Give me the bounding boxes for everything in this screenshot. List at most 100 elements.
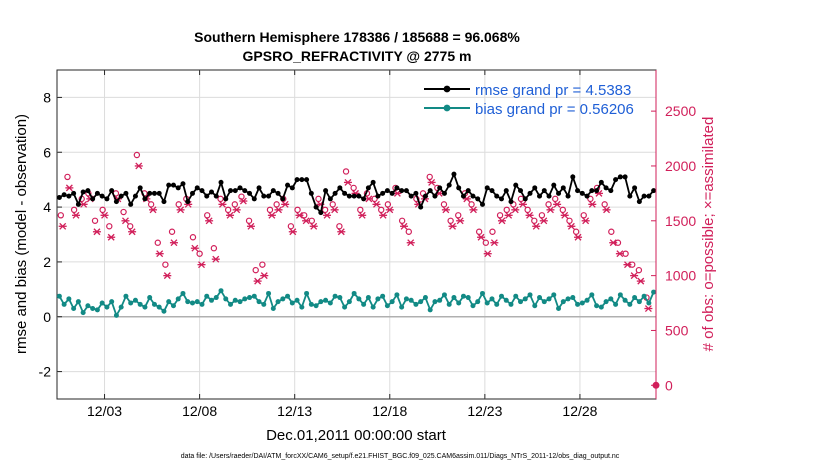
rmse-point <box>632 185 638 191</box>
bias-point <box>204 293 210 299</box>
obs-possible-marker <box>496 212 504 219</box>
bias-point <box>518 299 524 305</box>
bias-point <box>622 297 628 303</box>
obs-assimilated-marker <box>400 222 409 230</box>
legend-bias-marker <box>443 104 451 112</box>
rmse-point <box>308 190 314 196</box>
bias-point <box>551 292 557 298</box>
obs-assimilated-marker <box>602 206 611 214</box>
rmse-point <box>441 190 447 196</box>
bias-point <box>194 299 200 305</box>
obs-possible-marker <box>273 201 280 208</box>
bias-point <box>613 301 619 307</box>
bias-point <box>375 296 381 302</box>
obs-possible-marker <box>572 228 580 235</box>
rmse-point <box>646 193 652 199</box>
chart-title-line2: GPSRO_REFRACTIVITY @ 2775 m <box>243 48 472 64</box>
rmse-point <box>422 193 428 199</box>
rmse-point <box>365 185 371 191</box>
obs-possible-marker <box>531 217 538 224</box>
obs-possible-marker <box>455 212 462 219</box>
bias-point <box>166 299 172 305</box>
rmse-point <box>232 188 238 194</box>
chart-title-line1: Southern Hemisphere 178386 / 185688 = 96… <box>194 29 520 45</box>
bias-point <box>594 303 600 309</box>
rmse-point <box>261 193 267 199</box>
y-tick-label: 2 <box>43 254 51 270</box>
bias-point <box>532 303 538 309</box>
y-tick-label: 0 <box>43 309 51 325</box>
obs-assimilated-marker <box>267 211 276 219</box>
rmse-point <box>465 188 471 194</box>
obs-assimilated-marker <box>497 217 506 225</box>
rmse-point <box>66 193 72 199</box>
rmse-point <box>570 174 576 180</box>
obs-possible-marker <box>489 228 496 235</box>
rmse-point <box>432 193 438 199</box>
obs-possible-marker <box>106 223 113 230</box>
bias-point <box>128 300 134 306</box>
obs-possible-marker <box>566 217 573 224</box>
obs-possible-marker <box>266 206 274 214</box>
rmse-point <box>289 185 295 191</box>
bias-point <box>175 296 181 302</box>
obs-possible-marker <box>147 201 155 208</box>
obs-assimilated-marker <box>588 200 597 208</box>
bias-point <box>94 307 100 313</box>
x-tick-label: 12/08 <box>182 403 217 419</box>
bias-point <box>266 290 272 296</box>
bias-point <box>575 301 581 307</box>
bias-point <box>209 297 215 303</box>
bias-point <box>132 297 138 303</box>
bias-point <box>460 293 466 299</box>
rmse-point <box>185 199 191 205</box>
rmse-point <box>318 210 324 216</box>
rmse-point <box>161 199 167 205</box>
obs-possible-marker <box>168 228 176 235</box>
obs-assimilated-marker <box>511 206 520 214</box>
obs-possible-marker <box>524 206 531 214</box>
rmse-point <box>617 174 623 180</box>
bias-point <box>651 289 657 295</box>
obs-possible-marker <box>552 195 559 203</box>
rmse-point <box>608 188 614 194</box>
bias-point <box>104 304 110 310</box>
obs-possible-marker <box>538 212 546 219</box>
obs-possible-marker <box>70 206 78 214</box>
obs-possible-marker <box>475 228 483 235</box>
axes-layer: 12/03 12/08 12/13 12/18 12/23 12/28 -2 0 2 4 6 8 0 50… <box>39 70 696 419</box>
obs-possible-marker <box>608 228 615 235</box>
rmse-point <box>80 189 86 195</box>
obs-possible-marker <box>378 206 385 214</box>
obs-assimilated-marker <box>92 228 101 236</box>
bias-point <box>170 303 176 309</box>
obs-assimilated-marker <box>121 217 130 225</box>
rmse-point <box>137 185 143 191</box>
y-tick-label: 6 <box>43 144 51 160</box>
bias-point <box>280 296 286 302</box>
obs-assimilated-marker <box>379 211 388 219</box>
obs-possible-marker <box>426 173 433 181</box>
rmse-point <box>213 193 219 199</box>
bias-point <box>223 296 229 302</box>
bias-point <box>147 295 153 301</box>
bias-point <box>475 299 481 305</box>
bias-point <box>546 296 552 302</box>
bias-point <box>503 297 509 303</box>
bias-point <box>513 293 519 299</box>
y2-tick-label: 500 <box>665 322 689 338</box>
obs-assimilated-marker <box>343 178 352 186</box>
rmse-point <box>584 193 590 199</box>
rmse-point <box>285 182 291 188</box>
bias-point <box>161 308 167 314</box>
bias-point <box>361 301 367 307</box>
rmse-point <box>209 189 215 195</box>
bias-point <box>261 301 267 307</box>
obs-assimilated-marker <box>176 206 185 214</box>
bias-point <box>603 299 609 305</box>
legend-rmse-marker <box>443 85 451 93</box>
obs-possible-marker <box>210 245 218 252</box>
rmse-point <box>460 193 466 199</box>
rmse-point <box>403 188 409 194</box>
obs-assimilated-marker <box>483 250 492 258</box>
